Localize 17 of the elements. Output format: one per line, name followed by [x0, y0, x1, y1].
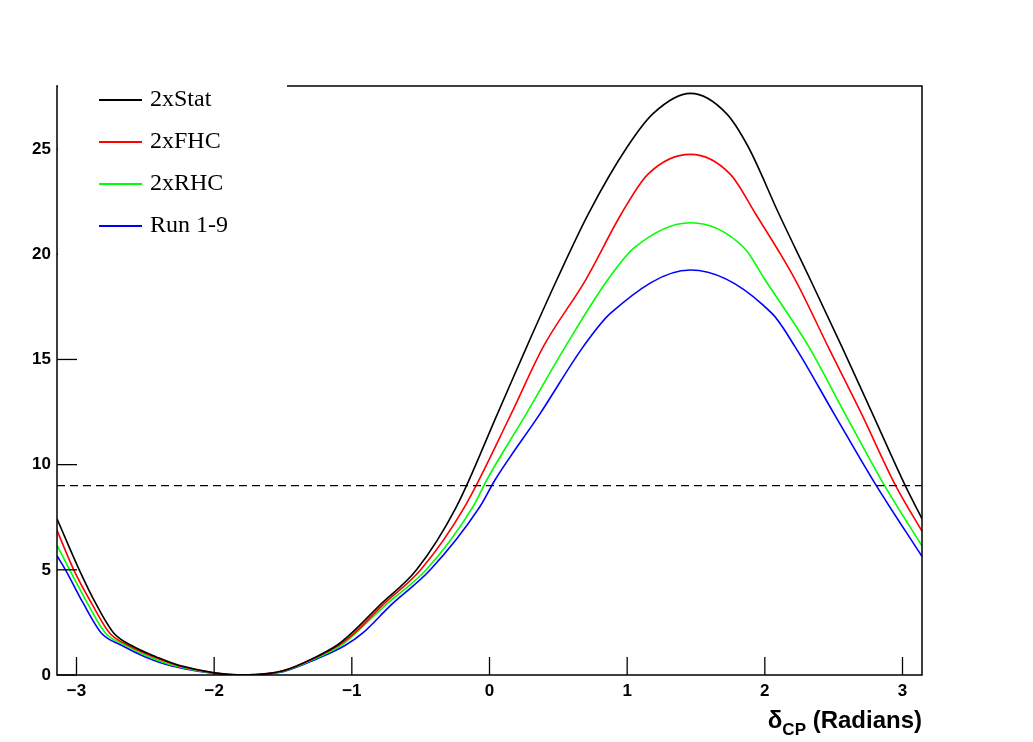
y-tick-label: 0	[41, 664, 51, 684]
legend-label: 2xRHC	[150, 169, 224, 196]
x-tick-label: −1	[342, 680, 362, 700]
legend-label: Run 1-9	[150, 211, 228, 238]
y-tick-label: 15	[32, 349, 51, 369]
y-tick-label: 20	[32, 243, 51, 263]
x-tick-label: 0	[484, 680, 495, 700]
x-tick-label: −3	[66, 680, 87, 700]
legend-label: 2xFHC	[150, 127, 221, 154]
x-tick-label: 3	[897, 680, 908, 700]
x-tick-label: 2	[760, 680, 770, 700]
x-tick-label: −2	[204, 680, 224, 700]
y-tick-label: 25	[32, 138, 51, 158]
y-tick-label: 10	[32, 454, 51, 474]
x-tick-label: 1	[622, 680, 632, 700]
legend-label: 2xStat	[150, 85, 212, 112]
y-tick-label: 5	[41, 559, 51, 579]
